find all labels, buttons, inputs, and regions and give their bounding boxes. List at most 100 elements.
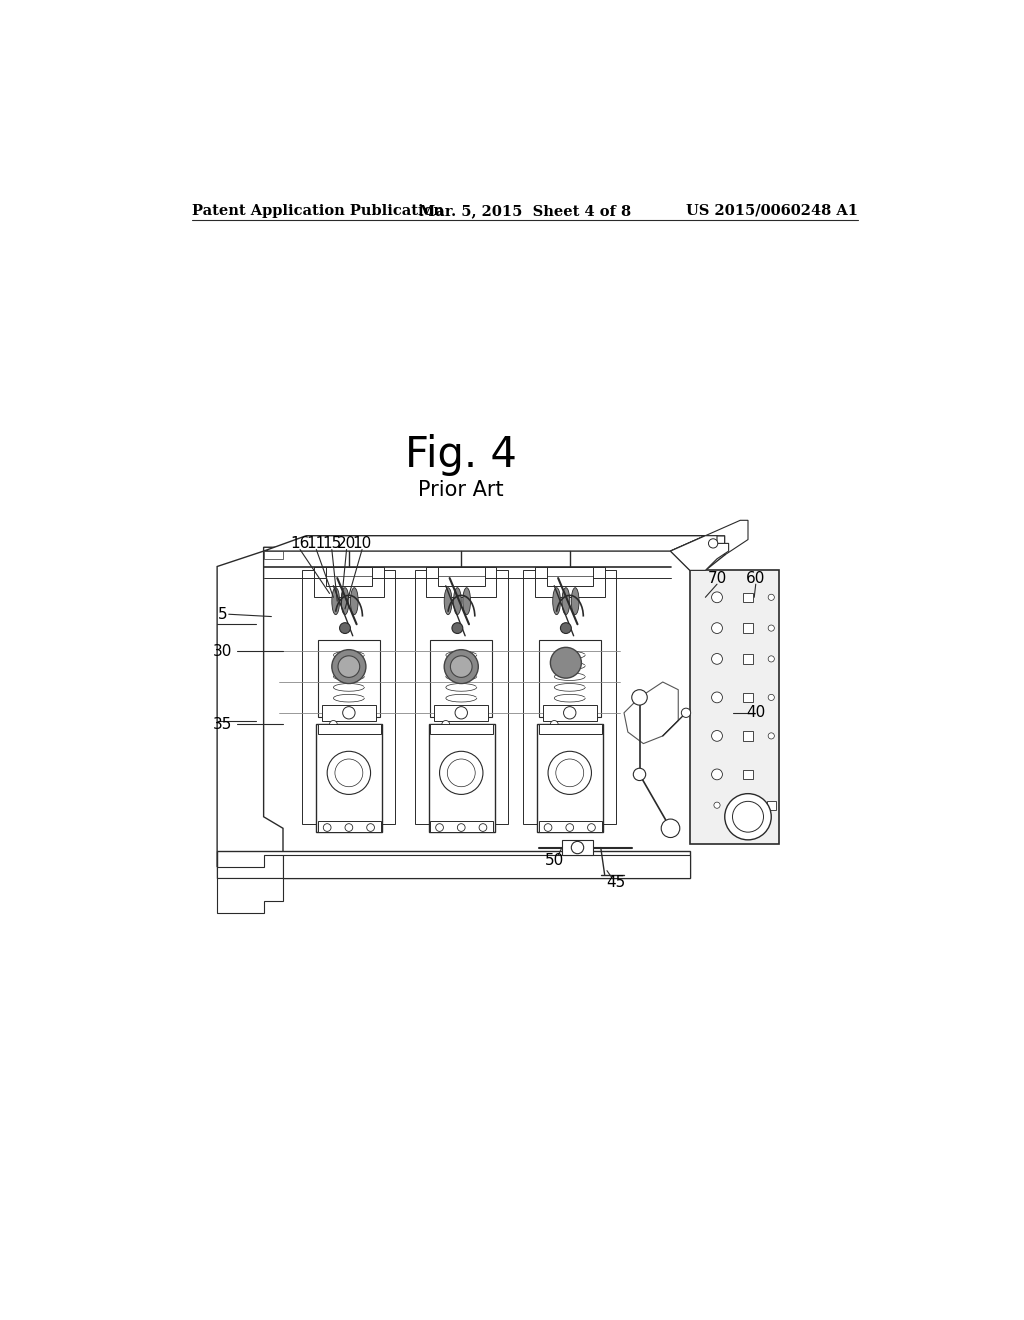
Text: US 2015/0060248 A1: US 2015/0060248 A1 <box>686 203 858 218</box>
Bar <box>317 640 380 717</box>
Circle shape <box>633 768 646 780</box>
Circle shape <box>556 759 584 787</box>
Polygon shape <box>302 570 395 825</box>
Text: 5: 5 <box>218 607 227 622</box>
Circle shape <box>712 692 722 702</box>
Polygon shape <box>217 878 283 913</box>
Circle shape <box>725 793 771 840</box>
Ellipse shape <box>553 587 560 615</box>
Bar <box>743 593 753 602</box>
Circle shape <box>712 770 722 780</box>
Circle shape <box>435 824 443 832</box>
Circle shape <box>563 706 575 719</box>
Bar <box>426 566 496 597</box>
Ellipse shape <box>332 587 340 615</box>
Text: 20: 20 <box>337 536 356 550</box>
Bar <box>539 821 601 832</box>
Circle shape <box>742 800 754 810</box>
Circle shape <box>560 623 571 634</box>
Polygon shape <box>263 536 706 552</box>
Circle shape <box>550 647 582 678</box>
Polygon shape <box>690 570 779 843</box>
Bar <box>430 821 493 832</box>
Circle shape <box>714 803 720 808</box>
Bar <box>538 725 603 832</box>
Circle shape <box>566 824 573 832</box>
Ellipse shape <box>444 587 452 615</box>
Circle shape <box>324 824 331 832</box>
Circle shape <box>544 824 552 832</box>
Circle shape <box>712 730 722 742</box>
Circle shape <box>444 649 478 684</box>
Polygon shape <box>624 682 678 743</box>
Circle shape <box>768 733 774 739</box>
Bar <box>314 566 384 597</box>
Ellipse shape <box>454 587 461 615</box>
Circle shape <box>712 653 722 664</box>
Circle shape <box>458 824 465 832</box>
Bar <box>543 705 597 721</box>
Text: 60: 60 <box>746 570 765 586</box>
Polygon shape <box>217 851 690 878</box>
Circle shape <box>452 623 463 634</box>
Bar <box>743 623 753 632</box>
Circle shape <box>681 708 690 718</box>
Bar <box>434 705 488 721</box>
Circle shape <box>712 623 722 634</box>
Polygon shape <box>671 536 729 570</box>
Circle shape <box>335 759 362 787</box>
Ellipse shape <box>350 587 358 615</box>
Circle shape <box>340 623 350 634</box>
Circle shape <box>768 694 774 701</box>
Bar <box>430 640 493 717</box>
Bar <box>539 640 601 717</box>
Bar <box>535 566 604 597</box>
Circle shape <box>662 818 680 837</box>
Text: 70: 70 <box>708 570 727 586</box>
Circle shape <box>338 656 359 677</box>
Polygon shape <box>217 548 283 867</box>
Circle shape <box>343 706 355 719</box>
Polygon shape <box>415 570 508 825</box>
Text: 16: 16 <box>291 536 309 550</box>
Text: Mar. 5, 2015  Sheet 4 of 8: Mar. 5, 2015 Sheet 4 of 8 <box>419 203 631 218</box>
Polygon shape <box>523 570 616 825</box>
Text: Fig. 4: Fig. 4 <box>406 434 517 475</box>
Circle shape <box>479 824 486 832</box>
Polygon shape <box>671 536 725 570</box>
Bar <box>743 731 753 741</box>
Bar <box>743 693 753 702</box>
Circle shape <box>732 801 764 832</box>
Circle shape <box>550 721 558 729</box>
Bar <box>547 566 593 586</box>
Text: 35: 35 <box>213 717 232 731</box>
Text: 30: 30 <box>213 644 232 659</box>
Bar <box>316 725 382 832</box>
Text: 40: 40 <box>746 705 765 721</box>
Circle shape <box>455 706 467 719</box>
Bar <box>317 725 381 734</box>
Circle shape <box>451 656 472 677</box>
Text: 15: 15 <box>323 536 341 550</box>
Circle shape <box>367 824 375 832</box>
Bar <box>743 655 753 664</box>
Circle shape <box>768 594 774 601</box>
Bar <box>438 566 484 586</box>
Bar <box>429 725 495 832</box>
Polygon shape <box>283 855 690 878</box>
Bar <box>317 821 381 832</box>
Circle shape <box>712 591 722 603</box>
Ellipse shape <box>341 587 349 615</box>
Circle shape <box>709 539 718 548</box>
Bar <box>562 840 593 855</box>
Bar <box>743 770 753 779</box>
Bar <box>539 725 601 734</box>
Ellipse shape <box>571 587 579 615</box>
Circle shape <box>439 751 483 795</box>
Circle shape <box>442 721 450 729</box>
Circle shape <box>330 721 337 729</box>
Circle shape <box>332 649 366 684</box>
Ellipse shape <box>562 587 569 615</box>
Circle shape <box>768 656 774 663</box>
Circle shape <box>632 689 647 705</box>
